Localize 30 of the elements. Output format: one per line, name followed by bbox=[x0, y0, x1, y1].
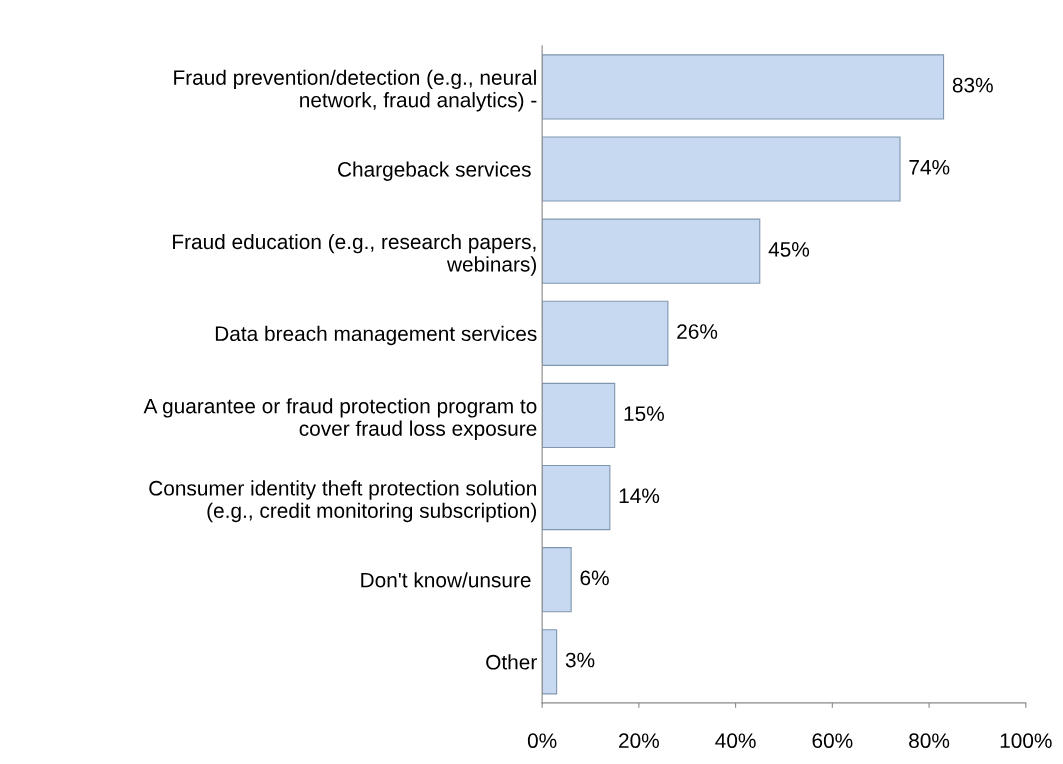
bar bbox=[542, 300, 669, 366]
x-tick-label: 20% bbox=[619, 733, 659, 749]
data-label: 74% bbox=[909, 159, 950, 175]
x-tick-label: 80% bbox=[909, 733, 950, 749]
bar bbox=[542, 218, 761, 284]
x-tick-label: 40% bbox=[715, 733, 756, 749]
data-label: 83% bbox=[952, 77, 993, 93]
x-tick-label: 60% bbox=[812, 733, 853, 749]
y-tick-label: Data breach management services bbox=[215, 325, 537, 346]
bar bbox=[542, 547, 572, 613]
bar bbox=[542, 136, 901, 202]
bar bbox=[542, 54, 945, 120]
y-tick-label: Other bbox=[486, 654, 537, 670]
bar bbox=[542, 629, 558, 695]
y-tick-label: Consumer identity theft protection solution (e.g., credit monitoring subscription) bbox=[149, 480, 536, 523]
y-tick-label: Chargeback services bbox=[338, 161, 531, 181]
bar bbox=[542, 464, 611, 531]
bar bbox=[542, 382, 616, 449]
data-label: 6% bbox=[580, 570, 609, 586]
y-tick-label: Fraud prevention/detection (e.g., neural network, fraud analytics) - bbox=[174, 69, 537, 112]
data-label: 26% bbox=[677, 324, 718, 339]
y-tick-label: A guarantee or fraud protection program to cover fraud loss exposure bbox=[143, 398, 537, 441]
y-tick-label: Fraud education (e.g., research papers, webinars) bbox=[173, 233, 536, 276]
data-label: 3% bbox=[565, 652, 595, 668]
data-label: 15% bbox=[624, 406, 664, 422]
data-label: 14% bbox=[619, 488, 660, 504]
x-tick-label: 100% bbox=[1000, 733, 1052, 749]
x-tick-label: 0% bbox=[527, 733, 557, 749]
y-tick-label: Don't know/unsure bbox=[361, 572, 531, 588]
data-label: 45% bbox=[768, 242, 810, 257]
